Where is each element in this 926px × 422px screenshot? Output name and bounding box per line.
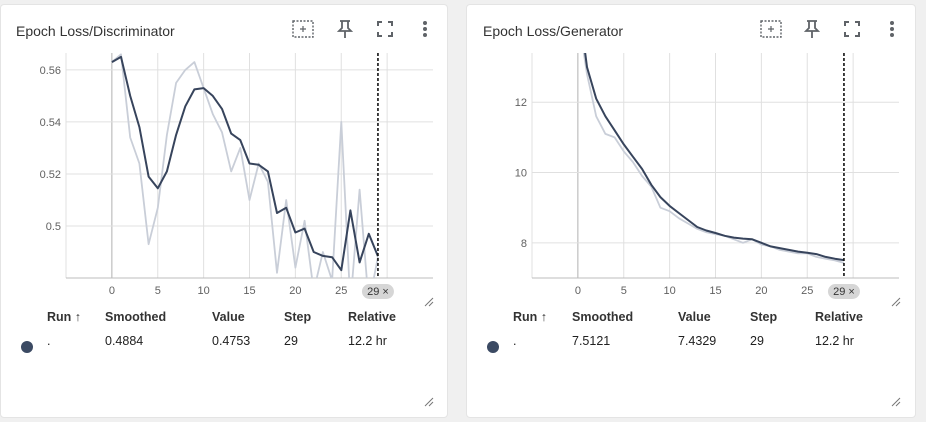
x-tick-label: 15 [243,285,255,297]
header-relative: Relative [348,310,396,324]
raw-series-line [582,53,845,264]
card-title: Epoch Loss/Discriminator [16,23,175,39]
cell-run: . [47,334,51,348]
step-marker-label[interactable]: 29 × [367,286,389,298]
fullscreen-button[interactable] [840,17,864,41]
fullscreen-icon [844,21,860,37]
run-color-dot [21,341,33,353]
x-tick-label: 0 [109,285,115,297]
x-tick-label: 25 [335,285,347,297]
more-options-button[interactable] [880,17,904,41]
fullscreen-button[interactable] [373,17,397,41]
cell-smoothed: 7.5121 [572,334,611,348]
cell-value: 7.4329 [678,334,717,348]
fit-domain-icon [292,20,314,38]
step-marker-chip[interactable] [827,284,860,299]
card-title: Epoch Loss/Generator [483,23,624,39]
cell-smoothed: 0.4884 [105,334,144,348]
pin-button[interactable] [333,17,357,41]
resize-handle-icon[interactable] [891,297,901,307]
cell-step: 29 [750,334,764,348]
fullscreen-icon [377,21,393,37]
fit-domain-icon [760,20,782,38]
header-smoothed: Smoothed [572,310,634,324]
cell-run: . [513,334,517,348]
header-step: Step [750,310,778,324]
line-chart-generator[interactable]: 0 5 10 15 20 25 8 10 12 29 × [467,45,917,305]
pin-button[interactable] [800,17,824,41]
header-value: Value [212,310,245,324]
chart-card-generator: Epoch Loss/Generator 0 5 10 15 20 25 8 10 12 29 ×… [466,4,916,418]
raw-series-line [111,53,379,278]
header-value: Value [678,310,711,324]
pin-icon [804,20,820,38]
step-marker-label[interactable]: 29 × [833,286,855,298]
x-tick-label: 10 [198,285,210,297]
line-chart-discriminator[interactable]: 0 5 10 15 20 25 0.5 0.52 0.54 0.56 29 × [1,45,449,305]
header-smoothed: Smoothed [105,310,167,324]
y-tick-label: 0.56 [40,65,61,77]
y-tick-label: 0.5 [46,221,61,233]
resize-handle-icon[interactable] [424,297,434,307]
x-tick-label: 20 [289,285,301,297]
cell-value: 0.4753 [212,334,251,348]
smoothed-series-line [111,55,379,272]
resize-handle-icon[interactable] [891,397,901,407]
more-options-button[interactable] [413,17,437,41]
x-tick-label: 10 [664,285,676,297]
y-tick-label: 12 [515,97,527,109]
x-tick-label: 0 [575,285,581,297]
x-tick-label: 5 [621,285,627,297]
header-relative: Relative [815,310,863,324]
resize-handle-icon[interactable] [424,397,434,407]
cell-relative: 12.2 hr [348,334,387,348]
header-run[interactable]: Run ↑ [513,310,548,324]
y-tick-label: 10 [515,168,527,180]
more-vert-icon [890,21,894,37]
x-tick-label: 15 [709,285,721,297]
step-marker-chip[interactable] [361,284,394,299]
pin-icon [337,20,353,38]
y-tick-label: 8 [521,238,527,250]
y-tick-label: 0.54 [40,117,61,129]
fit-domain-button[interactable] [291,17,315,41]
x-tick-label: 5 [155,285,161,297]
more-vert-icon [423,21,427,37]
run-color-dot [487,341,499,353]
smoothed-series-line [584,53,845,262]
x-tick-label: 20 [755,285,767,297]
fit-domain-button[interactable] [759,17,783,41]
header-run[interactable]: Run ↑ [47,310,82,324]
header-step: Step [284,310,312,324]
cell-relative: 12.2 hr [815,334,854,348]
x-tick-label: 25 [801,285,813,297]
chart-card-discriminator: Epoch Loss/Discriminator 0 5 10 15 20 25 0.5 0.… [0,4,448,418]
y-tick-label: 0.52 [40,169,61,181]
cell-step: 29 [284,334,298,348]
